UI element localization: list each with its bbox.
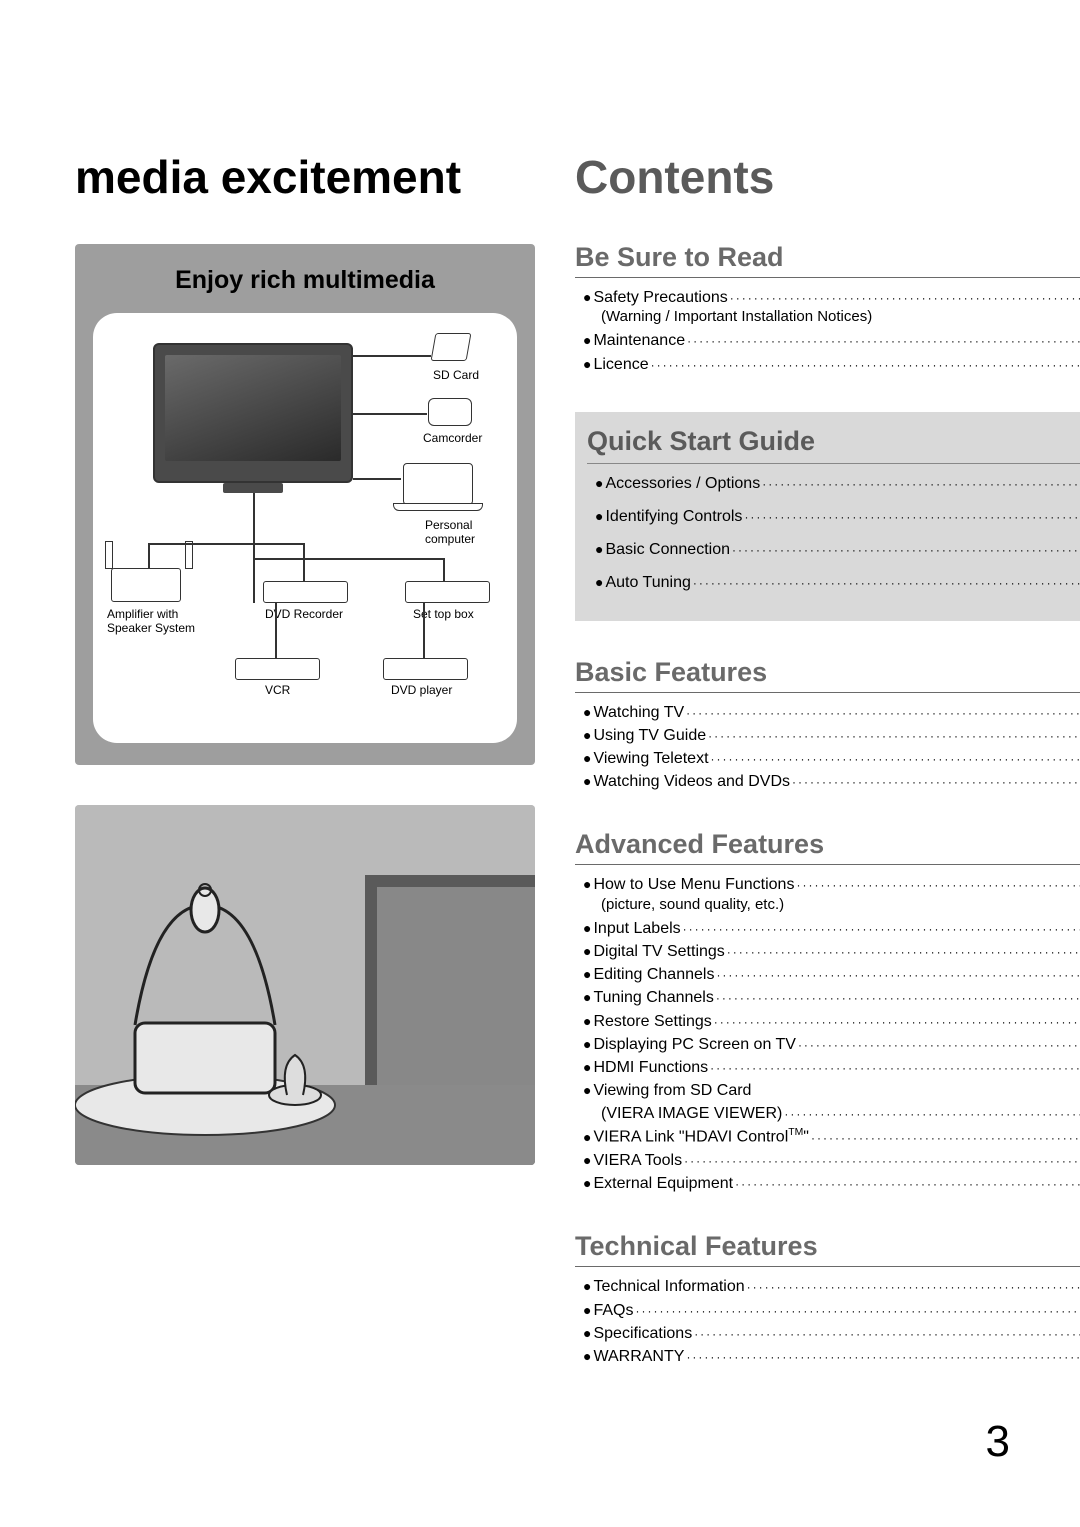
toc-item: ●Specifications51 xyxy=(583,1322,1080,1345)
toc-label: Technical Information xyxy=(593,1275,744,1298)
dvd-recorder-icon xyxy=(263,581,348,603)
toc-item: ●HDMI Functions34 xyxy=(583,1056,1080,1079)
toc-label: Auto Tuning xyxy=(605,571,690,594)
dvd-recorder-label: DVD Recorder xyxy=(265,607,343,621)
toc-item: ●FAQs49 xyxy=(583,1299,1080,1322)
contents-title: Contents xyxy=(575,150,1080,204)
lifestyle-illustration xyxy=(75,805,535,1165)
sdcard-label: SD Card xyxy=(433,368,479,382)
section-heading: Quick Start Guide xyxy=(587,426,1080,457)
toc-label: Tuning Channels xyxy=(593,986,713,1009)
section-heading: Be Sure to Read xyxy=(575,242,1080,273)
toc-label: Licence xyxy=(593,353,648,376)
laptop-icon xyxy=(403,463,473,505)
toc-item: ●WARRANTY52 xyxy=(583,1345,1080,1368)
toc-label: Watching Videos and DVDs xyxy=(593,770,790,793)
vcr-icon xyxy=(235,658,320,680)
vcr-label: VCR xyxy=(265,683,290,697)
toc-label: Identifying Controls xyxy=(605,505,742,528)
toc-item: ●Viewing from SD Card xyxy=(583,1079,1080,1102)
toc-label: Safety Precautions xyxy=(593,286,727,309)
toc-section-besure: Be Sure to Read ●Safety Precautions4(Warn… xyxy=(575,242,1080,376)
toc-item: ●Watching Videos and DVDs20 xyxy=(583,770,1080,793)
toc-label: VIERA Link "HDAVI ControlTM" xyxy=(593,1125,809,1149)
toc-item: ●How to Use Menu Functions22 xyxy=(583,873,1080,896)
toc-section-qsg: Quick Start Guide ●Accessories / Options7… xyxy=(575,412,1080,621)
toc-sublabel: (picture, sound quality, etc.) xyxy=(583,895,1080,915)
toc-item: ●Maintenance6 xyxy=(583,329,1080,352)
toc-label: HDMI Functions xyxy=(593,1056,708,1079)
multimedia-title: Enjoy rich multimedia xyxy=(93,266,517,295)
toc-item: ●Watching TV14 xyxy=(583,701,1080,724)
toc-item: ●Editing Channels28 xyxy=(583,963,1080,986)
toc-label: Specifications xyxy=(593,1322,692,1345)
toc-item: ●Accessories / Options7 xyxy=(595,472,1080,495)
section-heading: Advanced Features xyxy=(575,829,1080,860)
page-number: 3 xyxy=(986,1417,1010,1467)
toc-label: Basic Connection xyxy=(605,538,730,561)
toc-label: External Equipment xyxy=(593,1172,733,1195)
toc-item: ●Safety Precautions4 xyxy=(583,286,1080,309)
tv-icon xyxy=(153,343,353,483)
toc-item: ●Technical Information46 xyxy=(583,1275,1080,1298)
toc-label: Editing Channels xyxy=(593,963,714,986)
toc-section-advanced: Advanced Features ●How to Use Menu Functi… xyxy=(575,829,1080,1195)
toc-label: Maintenance xyxy=(593,329,685,352)
section-heading: Technical Features xyxy=(575,1231,1080,1262)
dvd-player-label: DVD player xyxy=(391,683,452,697)
toc-item: ●Tuning Channels30 xyxy=(583,986,1080,1009)
toc-label: FAQs xyxy=(593,1299,633,1322)
toc-label: Accessories / Options xyxy=(605,472,760,495)
toc-label: Viewing Teletext xyxy=(593,747,708,770)
toc-item: ●Licence6 xyxy=(583,353,1080,376)
toc-item: ●VIERA Link "HDAVI ControlTM"38 xyxy=(583,1125,1080,1149)
toc-item: ●Restore Settings32 xyxy=(583,1010,1080,1033)
stb-icon xyxy=(405,581,490,603)
toc-label: Input Labels xyxy=(593,917,680,940)
pc-label: Personal computer xyxy=(425,518,475,546)
toc-subitem: (VIERA IMAGE VIEWER)35 xyxy=(583,1102,1080,1125)
toc-label: Using TV Guide xyxy=(593,724,706,747)
toc-label: Watching TV xyxy=(593,701,684,724)
toc-item: ●Identifying Controls9 xyxy=(595,505,1080,528)
camcorder-label: Camcorder xyxy=(423,431,482,445)
toc-label: Displaying PC Screen on TV xyxy=(593,1033,795,1056)
section-heading: Basic Features xyxy=(575,657,1080,688)
dvd-player-icon xyxy=(383,658,468,680)
toc-item: ●Displaying PC Screen on TV33 xyxy=(583,1033,1080,1056)
toc-sublabel: (Warning / Important Installation Notice… xyxy=(583,307,1080,327)
toc-item: ●Viewing Teletext18 xyxy=(583,747,1080,770)
toc-item: ●VIERA Tools43 xyxy=(583,1149,1080,1172)
camcorder-icon xyxy=(428,398,472,426)
toc-item: ●Auto Tuning12 xyxy=(595,571,1080,594)
toc-label: WARRANTY xyxy=(593,1345,684,1368)
amp-label: Amplifier with Speaker System xyxy=(107,607,195,635)
toc-label: VIERA Tools xyxy=(593,1149,682,1172)
toc-item: ●Digital TV Settings27 xyxy=(583,940,1080,963)
toc-item: ●Using TV Guide17 xyxy=(583,724,1080,747)
left-title: media excitement xyxy=(75,150,535,204)
connection-diagram: SD Card Camcorder Personal computer Ampl… xyxy=(93,313,517,743)
toc-section-technical: Technical Features ●Technical Information… xyxy=(575,1231,1080,1368)
right-column: Contents Be Sure to Read ●Safety Precauti… xyxy=(575,150,1080,1404)
toc-item: ●External Equipment44 xyxy=(583,1172,1080,1195)
toc-item: ●Input Labels26 xyxy=(583,917,1080,940)
amplifier-icon xyxy=(111,568,181,602)
multimedia-panel: Enjoy rich multimedia SD Card Camcorder … xyxy=(75,244,535,765)
toc-item: ●Basic Connection11 xyxy=(595,538,1080,561)
toc-label: Digital TV Settings xyxy=(593,940,724,963)
left-column: media excitement Enjoy rich multimedia S… xyxy=(75,150,535,1404)
toc-label: Viewing from SD Card xyxy=(593,1079,751,1102)
toc-section-basic: Basic Features ●Watching TV14●Using TV Gu… xyxy=(575,657,1080,794)
toc-label: Restore Settings xyxy=(593,1010,711,1033)
toc-label: How to Use Menu Functions xyxy=(593,873,794,896)
sdcard-icon xyxy=(431,333,472,361)
